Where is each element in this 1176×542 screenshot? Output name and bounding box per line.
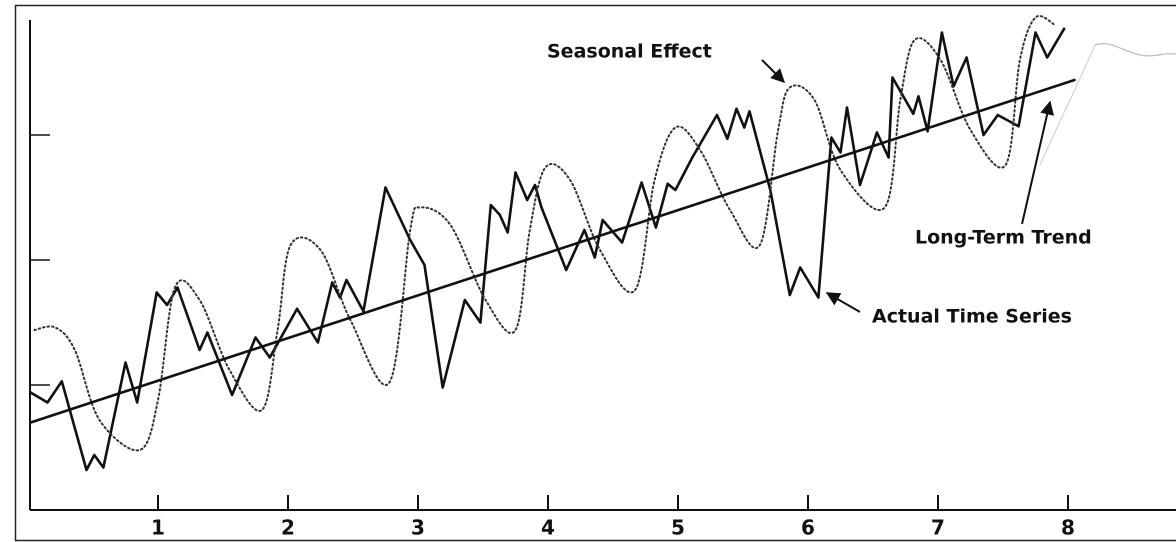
annotation-label: Seasonal Effect (547, 41, 712, 63)
x-tick-label: 1 (151, 516, 165, 540)
x-tick-label: 7 (931, 516, 945, 540)
faint-curve (1039, 44, 1096, 166)
x-tick-label: 4 (541, 516, 555, 540)
faint-curve (1094, 43, 1176, 57)
frame (14, 4, 1176, 542)
annotation-label: Long-Term Trend (915, 227, 1092, 249)
series-line (33, 15, 1056, 452)
x-tick-label: 2 (281, 516, 295, 540)
x-tick-label: 3 (411, 516, 425, 540)
annotation-arrow (1021, 100, 1055, 225)
series-line (29, 27, 1066, 472)
series-line (29, 78, 1076, 424)
x-tick-label: 5 (671, 516, 685, 540)
annotation-label: Actual Time Series (872, 306, 1072, 328)
annotation-arrow (761, 59, 785, 83)
x-tick-label: 8 (1061, 516, 1075, 540)
x-tick-label: 6 (801, 516, 815, 540)
annotation-arrow (825, 292, 861, 313)
